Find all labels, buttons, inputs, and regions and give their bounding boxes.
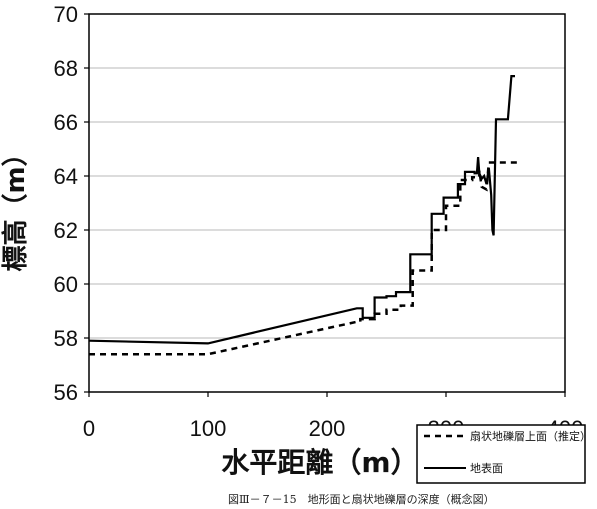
x-tick-label: 100 (190, 416, 227, 441)
legend-label-surface: 地表面 (470, 461, 503, 475)
y-tick-label: 62 (54, 218, 78, 243)
y-tick-label: 60 (54, 272, 78, 297)
series-line-ground-surface (88, 74, 515, 345)
legend-box (416, 424, 586, 484)
y-axis-label: 標高（m） (0, 140, 31, 271)
series-layer (88, 74, 518, 356)
y-tick-label: 66 (54, 110, 78, 135)
y-axis-ticks: 56 58 60 62 64 66 68 70 (54, 2, 89, 405)
x-tick-label: 200 (309, 416, 346, 441)
y-tick-label: 64 (54, 164, 78, 189)
grid-lines (89, 67, 565, 339)
y-tick-label: 56 (54, 380, 78, 405)
x-axis-label: 水平距離（m） (221, 446, 418, 479)
figure-caption: 図Ⅲ－７－15 地形面と扇状地礫層の深度（概念図） (228, 492, 495, 506)
x-tick-label: 0 (83, 416, 95, 441)
series-line-gravel-top (89, 161, 518, 356)
legend: 扇状地礫層上面（推定） 地表面 (416, 424, 591, 484)
legend-label-gravel: 扇状地礫層上面（推定） (470, 429, 591, 443)
y-tick-label: 58 (54, 326, 78, 351)
y-tick-label: 70 (54, 2, 78, 27)
y-tick-label: 68 (54, 56, 78, 81)
